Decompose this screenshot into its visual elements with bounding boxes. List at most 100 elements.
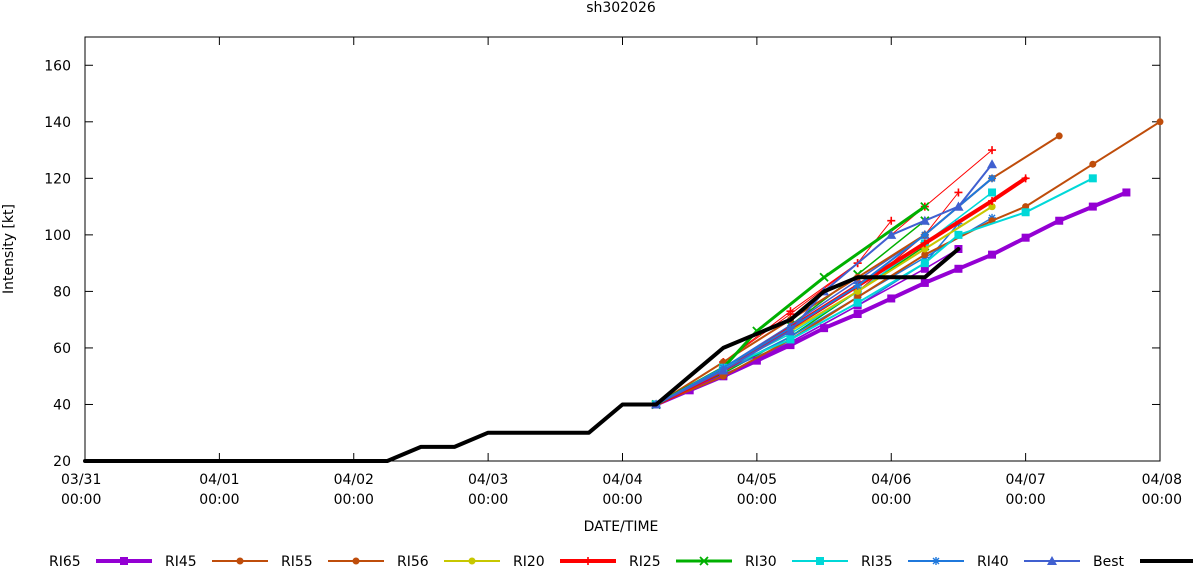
legend-item-ri55: RI55 [281, 554, 384, 567]
legend: RI65 RI45 RI55 RI56 RI20 RI25 RI30 RI35 RI40 Best [49, 554, 1193, 567]
plus-marker [920, 239, 929, 248]
circle-marker [468, 557, 476, 565]
square-marker [988, 188, 997, 197]
circle-marker [1089, 160, 1097, 168]
legend-label: Best [1093, 554, 1125, 567]
circle-marker [1156, 118, 1164, 126]
square-marker [786, 341, 795, 350]
legend-label: RI40 [977, 554, 1009, 567]
plus-marker [1021, 174, 1030, 183]
circle-marker [921, 251, 929, 259]
square-marker [853, 310, 862, 319]
square-marker [1122, 188, 1131, 197]
legend-item-ri45: RI45 [165, 554, 268, 567]
square-marker [820, 324, 829, 333]
y-tick-label: 120 [44, 171, 71, 187]
x-tick-time: 00:00 [871, 492, 911, 508]
chart-title: sh302026 [586, 0, 656, 16]
plus-marker [584, 557, 592, 565]
plus-marker [988, 146, 997, 155]
circle-marker [1055, 132, 1063, 140]
square-marker [1021, 208, 1030, 217]
plus-marker [887, 216, 896, 225]
triangle-marker [987, 159, 998, 169]
x-tick-time: 00:00 [602, 492, 642, 508]
legend-label: RI45 [165, 554, 197, 567]
x-tick-time: 00:00 [1142, 492, 1182, 508]
cross-marker [819, 272, 829, 282]
y-tick-label: 20 [53, 454, 71, 470]
plot-lines [83, 118, 1164, 463]
square-marker [920, 264, 929, 273]
x-tick-date: 04/04 [602, 472, 642, 488]
x-tick-date: 04/07 [1005, 472, 1045, 488]
series-line [655, 134, 1061, 406]
x-tick-date: 04/03 [468, 472, 508, 488]
member-forecast-line [652, 188, 963, 409]
triangle-marker [953, 201, 964, 211]
x-tick-time: 00:00 [737, 492, 777, 508]
series-ri25 [651, 201, 930, 410]
square-marker [752, 356, 761, 365]
x-axis-label: DATE/TIME [584, 519, 659, 535]
cross-marker [699, 556, 709, 566]
x-tick-time: 00:00 [334, 492, 374, 508]
plus-marker [988, 196, 997, 205]
legend-label: RI30 [745, 554, 777, 567]
circle-marker [854, 287, 862, 295]
plus-marker [786, 307, 795, 316]
circle-marker [921, 245, 929, 253]
star-marker [853, 281, 862, 290]
square-marker [786, 335, 795, 344]
legend-label: RI35 [861, 554, 893, 567]
square-marker [816, 557, 824, 565]
circle-marker [236, 557, 244, 565]
series-ri40 [651, 159, 998, 409]
y-tick-label: 60 [53, 341, 71, 357]
triangle-marker [718, 365, 729, 375]
square-marker [954, 264, 963, 273]
x-tick-time: 00:00 [199, 492, 239, 508]
y-tick-label: 40 [53, 397, 71, 413]
x-tick-time: 00:00 [468, 492, 508, 508]
legend-item-ri20: RI20 [513, 554, 616, 567]
legend-item-ri35: RI35 [861, 554, 964, 567]
axis-ticks [84, 37, 1161, 462]
square-marker [1055, 216, 1064, 225]
series-line [655, 177, 993, 406]
series-line [654, 205, 927, 406]
series-best [83, 247, 961, 463]
cross-marker [920, 201, 930, 212]
x-tick-time: 00:00 [61, 492, 101, 508]
square-marker [887, 294, 896, 303]
x-tick-date: 04/06 [871, 472, 911, 488]
triangle-marker [886, 229, 897, 239]
x-tick-date: 04/08 [1142, 472, 1182, 488]
star-marker [988, 174, 997, 183]
square-marker [1088, 202, 1097, 211]
legend-label: RI65 [49, 554, 81, 567]
plus-marker [954, 188, 963, 197]
legend-label: RI56 [397, 554, 429, 567]
x-tick-date: 04/05 [737, 472, 777, 488]
square-marker [920, 278, 929, 287]
square-marker [988, 250, 997, 259]
x-tick-date: 04/02 [334, 472, 374, 488]
legend-label: RI55 [281, 554, 313, 567]
x-tick-date: 04/01 [199, 472, 239, 488]
square-marker [920, 259, 929, 268]
legend-item-ri65: RI65 [49, 554, 152, 567]
plot-frame [84, 36, 1161, 462]
legend-item-best: Best [1093, 554, 1193, 567]
legend-item-ri25: RI25 [629, 554, 732, 567]
square-marker [1088, 174, 1097, 183]
y-tick-label: 80 [53, 284, 71, 300]
series-line [655, 192, 959, 405]
triangle-marker [919, 215, 930, 225]
x-tick-date: 03/31 [61, 472, 101, 488]
x-tick-labels: 03/31 00:00 04/01 00:00 04/02 00:00 04/03 00:00… [61, 472, 1182, 508]
legend-item-ri40: RI40 [977, 554, 1080, 567]
circle-marker [988, 203, 996, 211]
series-line [83, 247, 961, 463]
